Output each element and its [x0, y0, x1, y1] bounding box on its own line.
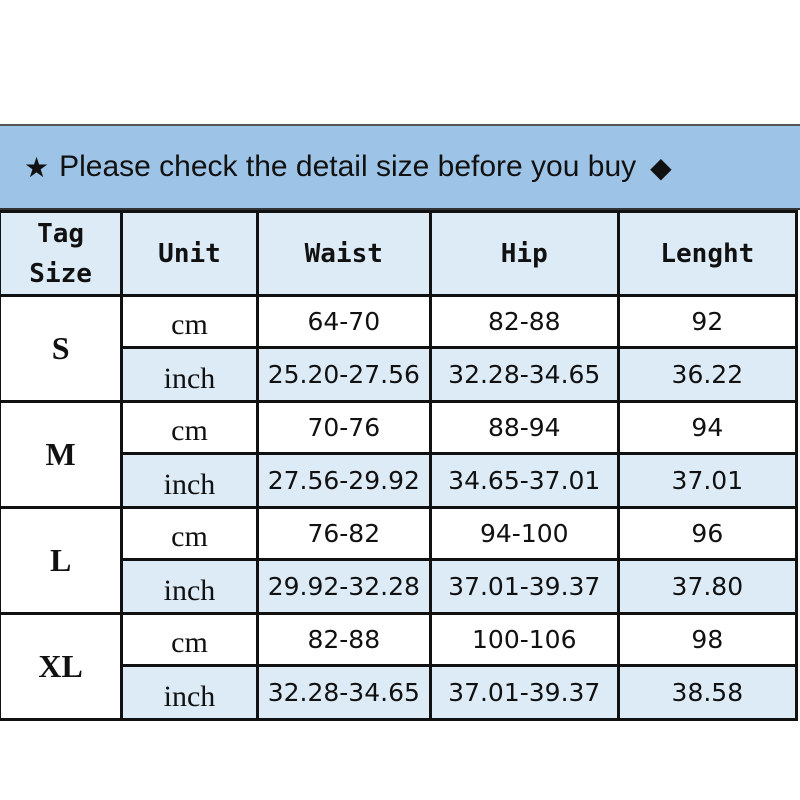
- hip-cell: 100-106: [428, 612, 620, 667]
- waist-cell: 25.20-27.56: [255, 346, 432, 403]
- hip-cell: 37.01-39.37: [428, 558, 620, 615]
- header-tag-size: Tag Size: [0, 210, 124, 297]
- unit-cell: inch: [120, 346, 259, 403]
- waist-cell: 82-88: [255, 612, 432, 667]
- hip-cell: 88-94: [428, 400, 620, 455]
- waist-cell: 27.56-29.92: [255, 452, 432, 509]
- hip-cell: 37.01-39.37: [428, 664, 620, 721]
- hip-cell: 32.28-34.65: [428, 346, 620, 403]
- header-length: Lenght: [616, 210, 799, 297]
- unit-cell: inch: [120, 452, 259, 509]
- header-hip: Hip: [428, 210, 620, 297]
- unit-cell: inch: [120, 664, 259, 721]
- tag-size-cell: M: [0, 400, 124, 509]
- length-cell: 36.22: [616, 346, 799, 403]
- header-waist: Waist: [255, 210, 432, 297]
- length-cell: 37.01: [616, 452, 799, 509]
- unit-cell: cm: [120, 506, 259, 561]
- length-cell: 94: [616, 400, 799, 455]
- unit-cell: inch: [120, 558, 259, 615]
- hip-cell: 82-88: [428, 294, 620, 349]
- waist-cell: 70-76: [255, 400, 432, 455]
- star-icon: ★: [24, 151, 50, 183]
- notice-text: Please check the detail size before you …: [59, 150, 637, 183]
- header-unit: Unit: [120, 210, 259, 297]
- unit-cell: cm: [120, 294, 259, 349]
- unit-cell: cm: [120, 612, 259, 667]
- table-row: inch 29.92-32.28 37.01-39.37 37.80: [0, 558, 799, 615]
- tag-size-cell: L: [0, 506, 124, 615]
- waist-cell: 64-70: [255, 294, 432, 349]
- diamond-icon: ◆: [650, 151, 672, 183]
- waist-cell: 32.28-34.65: [255, 664, 432, 721]
- table-row: inch 32.28-34.65 37.01-39.37 38.58: [0, 664, 799, 721]
- header-row: Tag Size Unit Waist Hip Lenght: [0, 210, 799, 297]
- waist-cell: 29.92-32.28: [255, 558, 432, 615]
- unit-cell: cm: [120, 400, 259, 455]
- waist-cell: 76-82: [255, 506, 432, 561]
- tag-size-cell: S: [0, 294, 124, 403]
- length-cell: 92: [616, 294, 799, 349]
- hip-cell: 94-100: [428, 506, 620, 561]
- length-cell: 37.80: [616, 558, 799, 615]
- length-cell: 98: [616, 612, 799, 667]
- length-cell: 38.58: [616, 664, 799, 721]
- size-notice-banner: ★ Please check the detail size before yo…: [0, 124, 800, 210]
- hip-cell: 34.65-37.01: [428, 452, 620, 509]
- table-row: XL cm 82-88 100-106 98: [0, 612, 799, 721]
- table-row: inch 27.56-29.92 34.65-37.01 37.01: [0, 452, 799, 509]
- table-row: inch 25.20-27.56 32.28-34.65 36.22: [0, 346, 799, 403]
- tag-size-cell: XL: [0, 612, 124, 721]
- length-cell: 96: [616, 506, 799, 561]
